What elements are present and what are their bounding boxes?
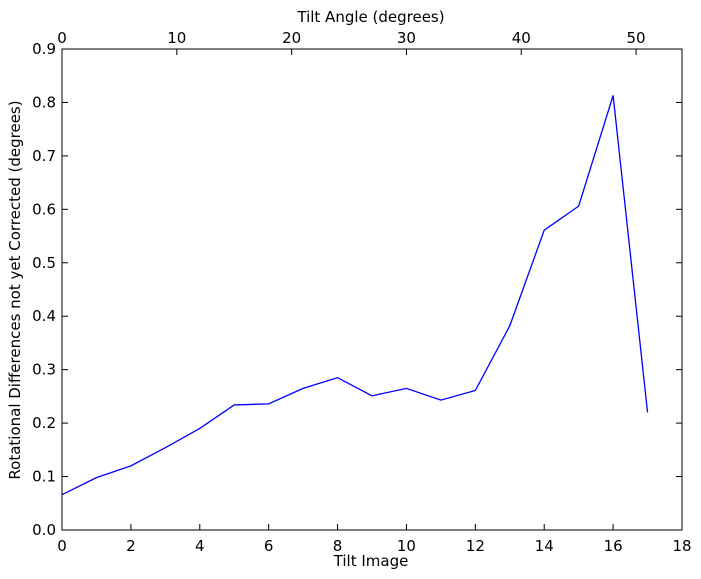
x-tick-label: 4	[195, 537, 205, 555]
top-tick-label: 10	[167, 29, 186, 47]
y-tick-label: 0.9	[32, 40, 56, 58]
y-tick-label: 0.3	[32, 361, 56, 379]
x-tick-label: 14	[535, 537, 554, 555]
y-tick-label: 0.4	[32, 307, 56, 325]
x-tick-label: 8	[333, 537, 343, 555]
x-tick-label: 2	[126, 537, 136, 555]
y-tick-label: 0.6	[32, 200, 56, 218]
y-tick-label: 0.8	[32, 93, 56, 111]
y-tick-label: 0.5	[32, 254, 56, 272]
y-axis-title: Rotational Differences not yet Corrected…	[6, 100, 24, 479]
y-tick-label: 0.2	[32, 414, 56, 432]
y-tick-label: 0.0	[32, 521, 56, 539]
top-axis-title: Tilt Angle (degrees)	[296, 8, 444, 26]
top-tick-label: 40	[512, 29, 531, 47]
y-tick-label: 0.7	[32, 147, 56, 165]
x-tick-label: 6	[264, 537, 274, 555]
top-tick-label: 20	[282, 29, 301, 47]
x-tick-label: 18	[672, 537, 691, 555]
plot-area: 0 2 4 6 8 10 12 14 16 18 0 10 20 30 40 50 0.0 0.1 0.2 0.3 0.…	[32, 29, 691, 555]
series-line	[61, 95, 649, 496]
top-tick-label: 30	[397, 29, 416, 47]
x-tick-label: 16	[604, 537, 623, 555]
x-axis-title: Tilt Image	[333, 552, 409, 570]
top-tick-label: 0	[57, 29, 67, 47]
x-tick-label: 12	[466, 537, 485, 555]
y-tick-label: 0.1	[32, 468, 56, 486]
x-tick-label: 0	[57, 537, 67, 555]
x-tick-label: 10	[397, 537, 416, 555]
plot-frame	[61, 48, 683, 531]
top-tick-label: 50	[627, 29, 646, 47]
